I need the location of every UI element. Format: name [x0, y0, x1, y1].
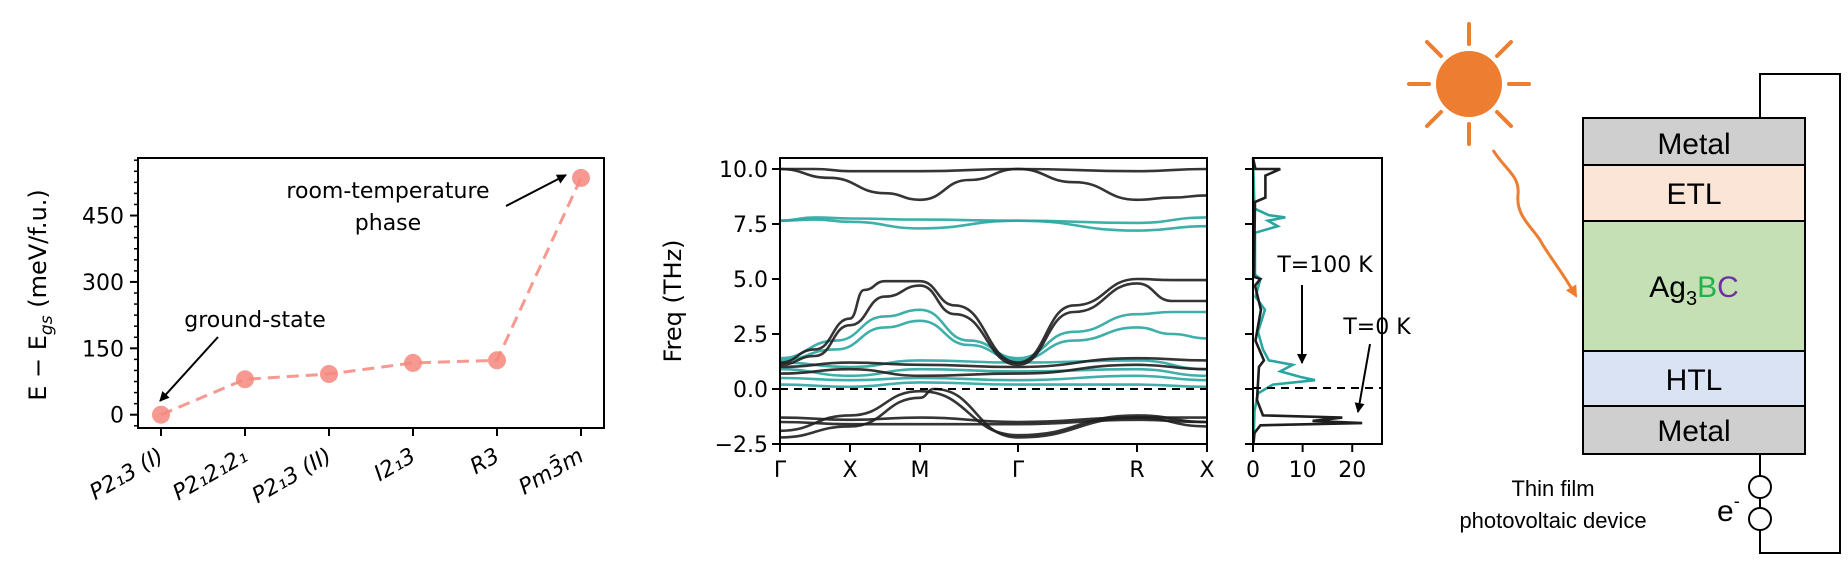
phonon-band: [779, 282, 1207, 367]
electron-icon-1: [1748, 475, 1772, 499]
dos-x-tick-label: 20: [1338, 458, 1366, 483]
dos-curve: [1251, 157, 1363, 445]
energy-point: [152, 405, 170, 424]
layer-metal-bottom-label: Metal: [1657, 415, 1730, 448]
energy-point: [320, 365, 338, 383]
phonon-y-ticks: −2.5 0.0 2.5 5.0 7.5 10.0: [715, 158, 780, 458]
annotation-t0-arrow: [1354, 343, 1371, 413]
energy-y-ticks: 0 150 300 450: [82, 205, 138, 429]
layer-htl: [1582, 350, 1806, 407]
phonon-x-tick-label: R: [1129, 458, 1144, 483]
energy-x-tick-label: Pm3̄m: [514, 443, 588, 501]
energy-point: [488, 351, 506, 370]
phonon-band: [779, 277, 1207, 364]
phonon-x-tick-label: Γ: [774, 458, 787, 483]
phonon-band: [779, 363, 1208, 378]
layer-absorber-label: Ag3BC: [1649, 271, 1739, 310]
phonon-panel: −2.5 0.0 2.5 5.0 7.5 10.0 Γ X M Γ R X Freq (THz): [659, 157, 1215, 483]
annotation-room-temperature-line-1: room-temperature: [286, 179, 489, 204]
phonon-band: [779, 218, 1208, 232]
phonon-y-tick-label: 10.0: [719, 158, 768, 183]
energy-point: [572, 168, 590, 187]
layer-etl-label: ETL: [1666, 178, 1721, 211]
phonon-band: [779, 359, 1208, 371]
light-ray-arrow: [1491, 149, 1578, 298]
dos-x-tick-label: 10: [1289, 458, 1317, 483]
annotation-room-temperature-arrow: [505, 174, 567, 207]
phonon-band: [779, 381, 1208, 389]
phonon-band: [779, 319, 1208, 362]
energy-point: [404, 353, 422, 372]
dos-series: [1251, 157, 1363, 445]
layer-etl: [1582, 164, 1806, 222]
energy-y-tick-label: 0: [110, 404, 124, 429]
phonon-band: [779, 389, 1208, 437]
phonon-y-tick-label: 0.0: [733, 378, 768, 403]
energy-y-tick-label: 450: [82, 205, 124, 230]
phonon-series: [779, 167, 1208, 439]
annotation-room-temperature-line-2: phase: [355, 211, 421, 236]
energy-y-minor-ticks: [134, 159, 138, 427]
phonon-band: [779, 387, 1208, 439]
electron-label: e-: [1717, 491, 1740, 528]
energy-y-tick-label: 300: [82, 271, 124, 296]
layer-metal-top: [1582, 117, 1806, 166]
phonon-y-label: Freq (THz): [659, 239, 687, 362]
phonon-y-tick-label: 7.5: [733, 213, 768, 238]
phonon-x-tick-label: Γ: [1012, 458, 1025, 483]
dos-x-ticks: 0 10 20: [1246, 444, 1366, 483]
phonon-y-tick-label: −2.5: [715, 433, 768, 458]
energy-y-tick-label: 150: [82, 337, 124, 362]
dos-panel: 0 10 20 T=100 K T=0 K: [1245, 157, 1411, 483]
layer-metal-top-label: Metal: [1657, 128, 1730, 161]
phonon-plot-frame: [779, 157, 1208, 445]
dos-curve: [1251, 157, 1316, 445]
sun-icon: [1407, 22, 1531, 146]
layer-absorber: [1582, 220, 1806, 352]
energy-y-label: E − Egs (meV/f.u.): [24, 189, 57, 401]
phonon-band: [779, 367, 1208, 378]
layer-htl-label: HTL: [1666, 364, 1723, 397]
annotation-ground-state: ground-state: [184, 308, 326, 333]
layer-metal-bottom: [1582, 405, 1806, 455]
phonon-x-tick-label: X: [842, 458, 857, 483]
energy-x-tick-label: P2₁3 (I): [86, 444, 168, 506]
phonon-band: [779, 356, 1208, 369]
energy-series: [152, 168, 590, 424]
annotation-ground-state-arrow: [159, 336, 219, 402]
device-caption-line-2: photovoltaic device: [1459, 508, 1646, 533]
circuit-wire: [1759, 73, 1841, 554]
device-schematic: e- Metal ETL Ag3BC HTL Metal Thin film p…: [1407, 22, 1841, 554]
energy-x-tick-label: I2₁3: [370, 444, 420, 487]
phonon-band: [779, 216, 1208, 225]
dos-y-ticks: [1245, 168, 1253, 445]
phonon-y-tick-label: 5.0: [733, 268, 768, 293]
phonon-x-tick-label: M: [911, 458, 930, 483]
phonon-band: [779, 374, 1208, 382]
energy-x-tick-label: P2₁3 (II): [248, 444, 336, 509]
dos-x-tick-label: 0: [1246, 458, 1260, 483]
electron-icon-2: [1748, 507, 1772, 531]
phonon-band: [779, 167, 1208, 173]
phonon-band: [779, 167, 1208, 202]
phonon-x-tick-label: X: [1199, 458, 1214, 483]
energy-point: [236, 370, 254, 389]
phonon-y-tick-label: 2.5: [733, 323, 768, 348]
annotation-t0: T=0 K: [1342, 315, 1411, 340]
energy-x-tick-label: R3: [466, 444, 504, 480]
device-caption-line-1: Thin film: [1511, 476, 1594, 501]
energy-x-tick-label: P2₁2₁2₁: [169, 444, 252, 507]
energy-line: [160, 177, 583, 417]
dos-plot-frame: [1252, 157, 1383, 445]
annotation-t100: T=100 K: [1276, 253, 1373, 278]
